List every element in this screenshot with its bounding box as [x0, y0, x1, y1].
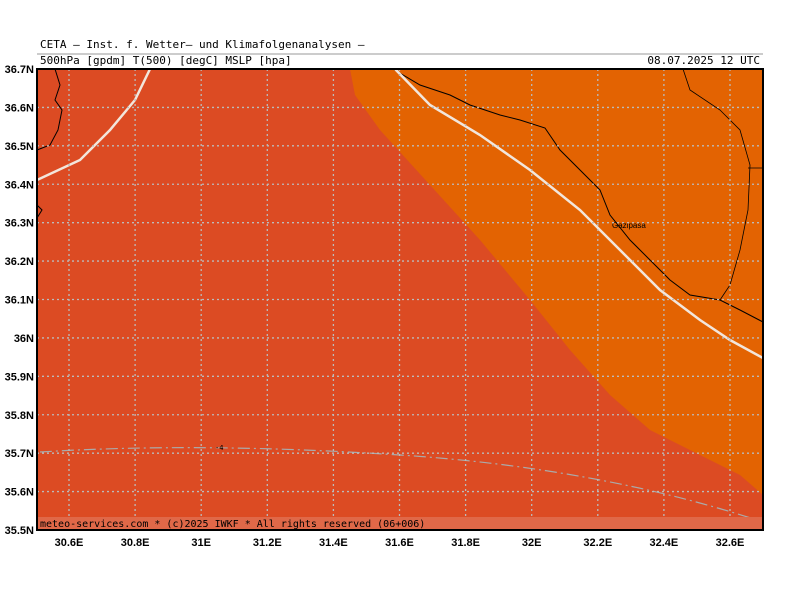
header-title: CETA – Inst. f. Wetter– und Klimafolgena… [40, 38, 365, 51]
lat-label: 35.5N [5, 525, 34, 537]
lon-label: 31.6E [385, 537, 414, 549]
lon-label: 30.8E [121, 537, 150, 549]
axis-labels: 36.7N 36.6N 36.5N 36.4N 36.3N 36.2N 36.1N 36N 35… [5, 64, 745, 549]
lat-label: 36.6N [5, 102, 34, 114]
place-label: Gazipasa [612, 221, 646, 230]
lon-label: 30.6E [55, 537, 84, 549]
map-frame [36, 68, 764, 531]
lon-label: 31.4E [319, 537, 348, 549]
lat-label: 36.7N [5, 64, 34, 76]
lon-label: 32.4E [650, 537, 679, 549]
contour-label: -4 [215, 444, 223, 452]
lat-label: 36.4N [5, 179, 34, 191]
coastline [392, 68, 764, 323]
lon-label: 31E [191, 537, 211, 549]
coastline [36, 68, 63, 219]
graticule [37, 69, 763, 530]
temperature-field-cooler [350, 69, 763, 495]
lat-label: 35.9N [5, 371, 34, 383]
lon-label: 32.6E [716, 537, 745, 549]
pressure-contour [394, 68, 764, 360]
lat-label: 35.7N [5, 448, 34, 460]
pressure-contour [36, 68, 152, 182]
lat-label: 35.6N [5, 487, 34, 499]
lon-label: 32.2E [583, 537, 612, 549]
lat-label: 36.2N [5, 256, 34, 268]
lon-label: 31.2E [253, 537, 282, 549]
footer-band [37, 517, 763, 530]
lon-label: 31.8E [451, 537, 480, 549]
header-valid-time: 08.07.2025 12 UTC [647, 54, 760, 67]
lat-label: 35.8N [5, 410, 34, 422]
lat-label: 36.1N [5, 295, 34, 307]
lat-label: 36N [14, 333, 34, 345]
temperature-contour [39, 447, 764, 523]
lat-label: 36.3N [5, 218, 34, 230]
header-parameters: 500hPa [gpdm] T(500) [degC] MSLP [hpa] [40, 54, 292, 67]
footer-text: meteo-services.com * (c)2025 IWKF * All … [40, 519, 425, 530]
border [682, 68, 763, 301]
lon-label: 32E [522, 537, 542, 549]
map-area: -4 Gazipasa meteo-services.com * (c)2025… [36, 68, 764, 531]
lat-label: 36.5N [5, 141, 34, 153]
